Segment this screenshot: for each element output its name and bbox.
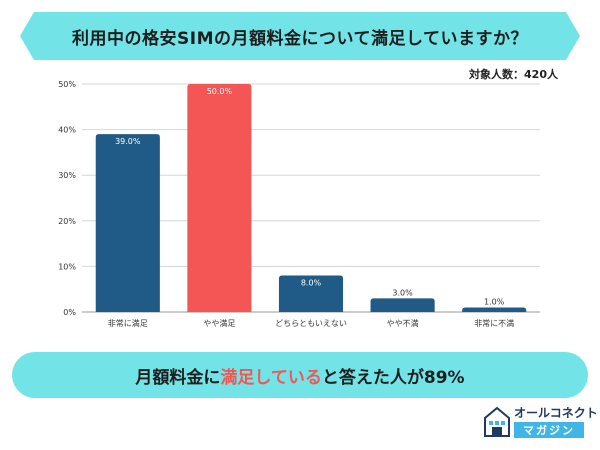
y-tick-label: 30% [58,171,76,180]
y-tick-label: 50% [58,80,76,89]
bar [278,275,344,312]
data-label: 3.0% [392,288,413,297]
y-tick-label: 20% [58,217,76,226]
brand-name: オールコネクト [514,406,598,420]
chart-bars [95,84,527,312]
x-tick-label: 非常に満足 [108,318,148,328]
data-label: 8.0% [301,279,322,288]
brand-subname: マガジン [514,422,584,438]
x-tick-label: 非常に不満 [474,318,514,328]
chart-labels: 0% 10% 20% 30% 40% 50% 39.0% 非常に満足 50.0% やや満足 8.0%… [58,80,514,328]
sample-size-label: 対象人数：420人 [469,68,558,81]
brand-logo: オールコネクト マガジン [484,404,598,442]
bar [95,134,160,312]
bar-chart: 0% 10% 20% 30% 40% 50% 39.0% 非常に満足 50.0% やや満足 8.0%… [58,80,540,328]
data-label: 39.0% [115,137,141,146]
y-tick-label: 10% [58,262,76,271]
x-tick-label: やや不満 [387,319,419,328]
title-banner-shape [20,12,580,60]
title-banner: 利用中の格安SIMの月額料金について満足していますか？ [20,12,580,60]
data-label: 50.0% [207,87,233,96]
bar [462,307,527,312]
summary-prefix: 月額料金に [135,367,221,388]
y-tick-label: 0% [63,308,76,317]
bar [370,298,435,312]
y-tick-label: 40% [58,126,76,135]
summary-highlight: 満足している [220,367,322,388]
summary-suffix: と答えた人が89% [321,367,465,388]
x-tick-label: やや満足 [203,319,235,328]
house-icon [484,406,510,437]
x-tick-label: どちらともいえない [275,319,347,328]
bar [187,84,252,312]
data-label: 1.0% [484,297,505,306]
chart-title: 利用中の格安SIMの月額料金について満足していますか？ [72,28,528,49]
summary-banner: 月額料金に 満足している と答えた人が89% [12,352,588,398]
